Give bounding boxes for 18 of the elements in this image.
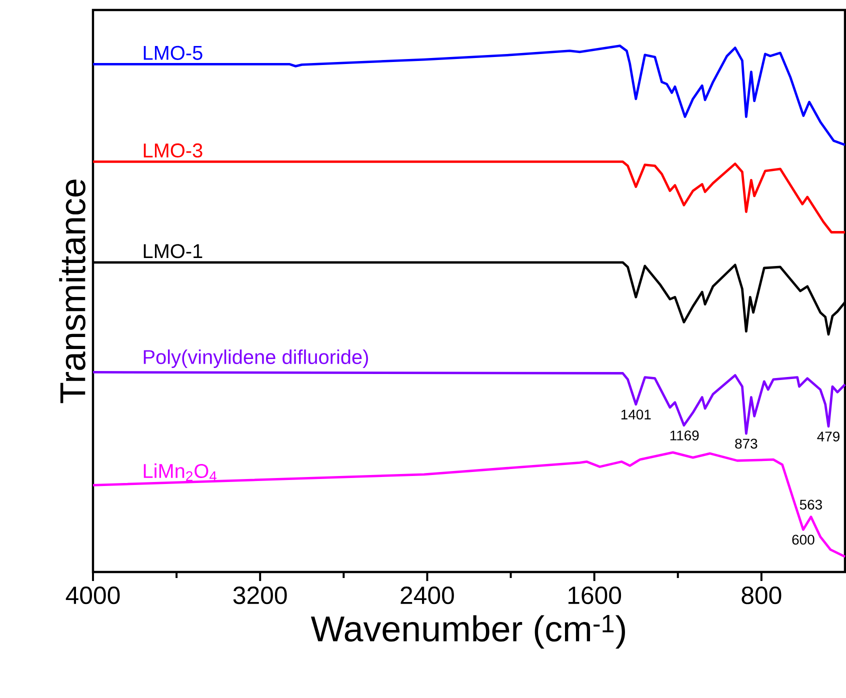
series-label: LMO-5 xyxy=(144,46,202,60)
x-tick-label: 1600 xyxy=(568,586,622,604)
x-tick-label: 4000 xyxy=(66,586,120,604)
y-axis-title: Transmittance xyxy=(59,180,86,404)
series-label: LMO-1 xyxy=(144,244,202,258)
annotation: 600 xyxy=(792,534,814,545)
x-tick-label: 800 xyxy=(742,586,782,604)
annotation: 1169 xyxy=(670,430,699,440)
annotation: 873 xyxy=(735,438,758,449)
x-tick-label: 3200 xyxy=(233,586,287,604)
annotation: 563 xyxy=(800,500,822,510)
series-label: LiMn$_{2}$O$_{4}$ xyxy=(144,463,217,481)
x-axis-title: Wavenumber (cm$^{-1}$) xyxy=(310,614,625,649)
annotation: 479 xyxy=(817,432,840,442)
series-label: LMO-3 xyxy=(144,143,202,158)
annotation: 1401 xyxy=(621,410,651,420)
series-label: Poly(vinylidene difluoride) xyxy=(144,349,368,368)
x-tick-label: 2400 xyxy=(400,586,454,604)
